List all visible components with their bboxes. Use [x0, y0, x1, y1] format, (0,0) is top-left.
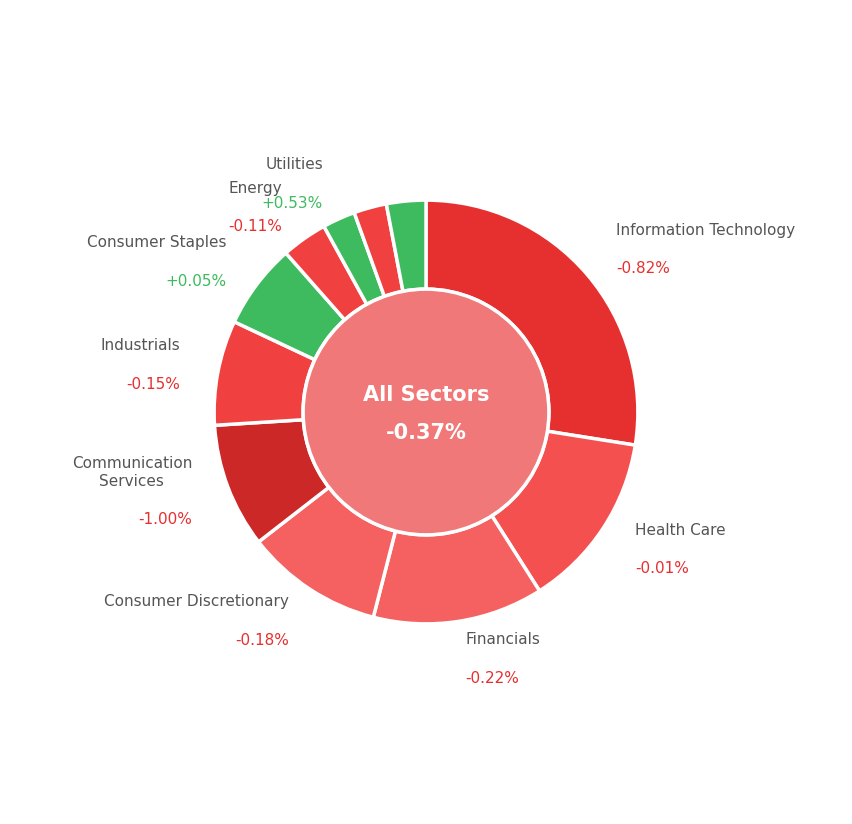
Text: Health Care: Health Care [635, 522, 726, 537]
Text: Utilities: Utilities [265, 157, 323, 172]
Text: All Sectors: All Sectors [363, 385, 489, 405]
Text: Financials: Financials [465, 632, 540, 648]
Text: -1.00%: -1.00% [138, 512, 192, 527]
Wedge shape [386, 200, 426, 291]
Wedge shape [373, 516, 539, 624]
Text: Communication
Services: Communication Services [72, 456, 192, 489]
Text: -0.82%: -0.82% [616, 261, 670, 276]
Text: Energy: Energy [228, 180, 282, 196]
Wedge shape [426, 200, 638, 445]
Text: +0.53%: +0.53% [262, 196, 323, 211]
Text: Consumer Staples: Consumer Staples [87, 235, 226, 250]
Text: Information Technology: Information Technology [616, 223, 795, 238]
Wedge shape [354, 204, 403, 297]
Text: +0.05%: +0.05% [165, 274, 226, 288]
Wedge shape [234, 253, 345, 359]
Wedge shape [215, 419, 329, 542]
Wedge shape [324, 213, 384, 304]
Wedge shape [214, 322, 314, 425]
Wedge shape [492, 431, 636, 591]
Wedge shape [286, 227, 367, 320]
Circle shape [303, 289, 549, 535]
Text: -0.18%: -0.18% [235, 633, 289, 648]
Text: -0.01%: -0.01% [635, 561, 689, 576]
Text: -0.37%: -0.37% [386, 424, 466, 443]
Text: Consumer Discretionary: Consumer Discretionary [104, 594, 289, 609]
Wedge shape [258, 487, 395, 617]
Text: -0.15%: -0.15% [127, 377, 181, 391]
Text: Industrials: Industrials [101, 339, 181, 353]
Text: -0.11%: -0.11% [228, 219, 282, 234]
Text: -0.22%: -0.22% [465, 671, 519, 686]
